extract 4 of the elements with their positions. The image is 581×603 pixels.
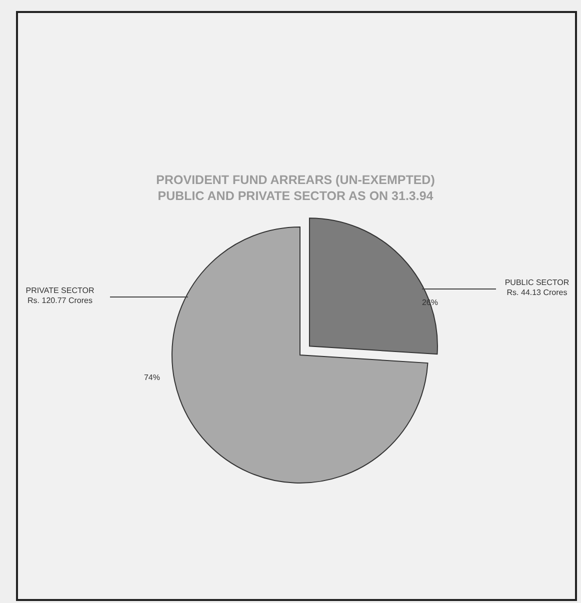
data-label: 74% xyxy=(144,373,160,382)
slice-label: PUBLIC SECTOR Rs. 44.13 Crores xyxy=(504,278,570,297)
chart-title: PROVIDENT FUND ARREARS (UN-EXEMPTED) PUBLIC AND PRIVATE SECTOR AS ON 31.3.94 xyxy=(156,173,435,203)
slice-label: PRIVATE SECTOR Rs. 120.77 Crores xyxy=(26,286,94,305)
